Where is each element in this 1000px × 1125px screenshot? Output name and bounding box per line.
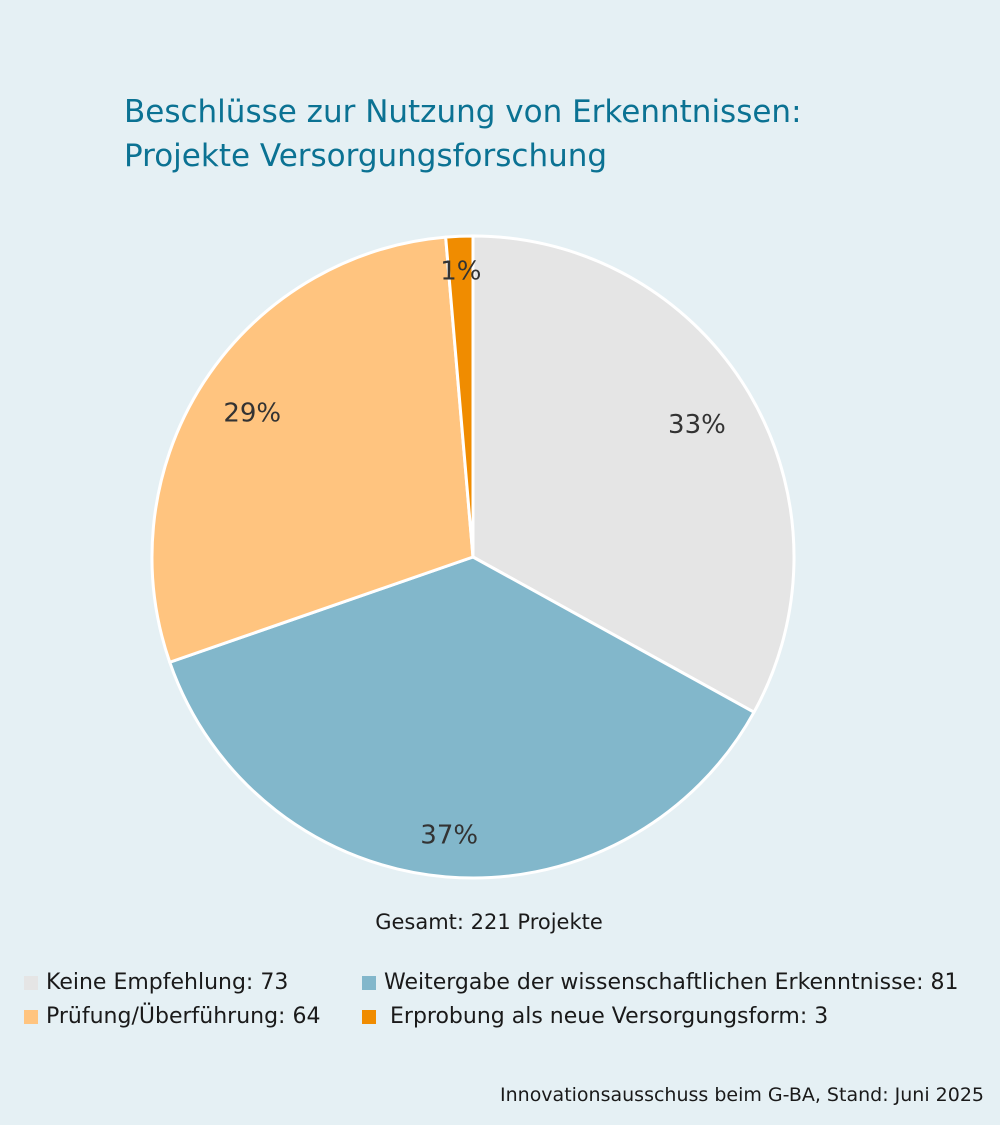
pie-slice-erprobung (444, 234, 475, 559)
chart-title-line-2: Projekte Versorgungsforschung (124, 138, 608, 174)
pie-label-pruefung: 29% (223, 399, 281, 429)
pie-slice-pruefung (150, 235, 475, 664)
chart-title-line-1: Beschlüsse zur Nutzung von Erkenntnissen… (124, 94, 802, 130)
total-label: Gesamt: 221 Projekte (375, 910, 603, 934)
legend-label-weitergabe: Weitergabe der wissenschaftlichen Erkenn… (384, 970, 959, 995)
pie-label-keine-empfehlung: 33% (668, 410, 726, 440)
legend-swatch-erprobung (362, 1009, 376, 1024)
pie-slice-keine-empfehlung (471, 234, 796, 714)
source-note: Innovationsausschuss beim G-BA, Stand: J… (500, 1084, 984, 1106)
legend-item-keine-empfehlung: Keine Empfehlung: 73 (24, 970, 288, 995)
legend-swatch-pruefung (24, 1009, 38, 1024)
pie-label-erprobung: 1% (440, 257, 481, 287)
legend-label-pruefung: Prüfung/Überführung: 64 (46, 1004, 321, 1029)
pie-label-weitergabe: 37% (420, 820, 478, 850)
legend-swatch-weitergabe (362, 975, 376, 990)
pie-slice-weitergabe (168, 555, 756, 880)
legend-item-pruefung: Prüfung/Überführung: 64 (24, 1004, 320, 1029)
legend-item-weitergabe: Weitergabe der wissenschaftlichen Erkenn… (362, 970, 958, 995)
pie-chart: 33% 37% 29% 1% (150, 234, 796, 880)
chart-title: Beschlüsse zur Nutzung von Erkenntnissen… (124, 90, 802, 178)
legend-label-erprobung: Erprobung als neue Versorgungsform: 3 (390, 1004, 829, 1029)
legend-label-keine-empfehlung: Keine Empfehlung: 73 (46, 970, 289, 995)
legend-item-erprobung: Erprobung als neue Versorgungsform: 3 (362, 1004, 828, 1029)
legend-swatch-keine-empfehlung (24, 975, 38, 990)
